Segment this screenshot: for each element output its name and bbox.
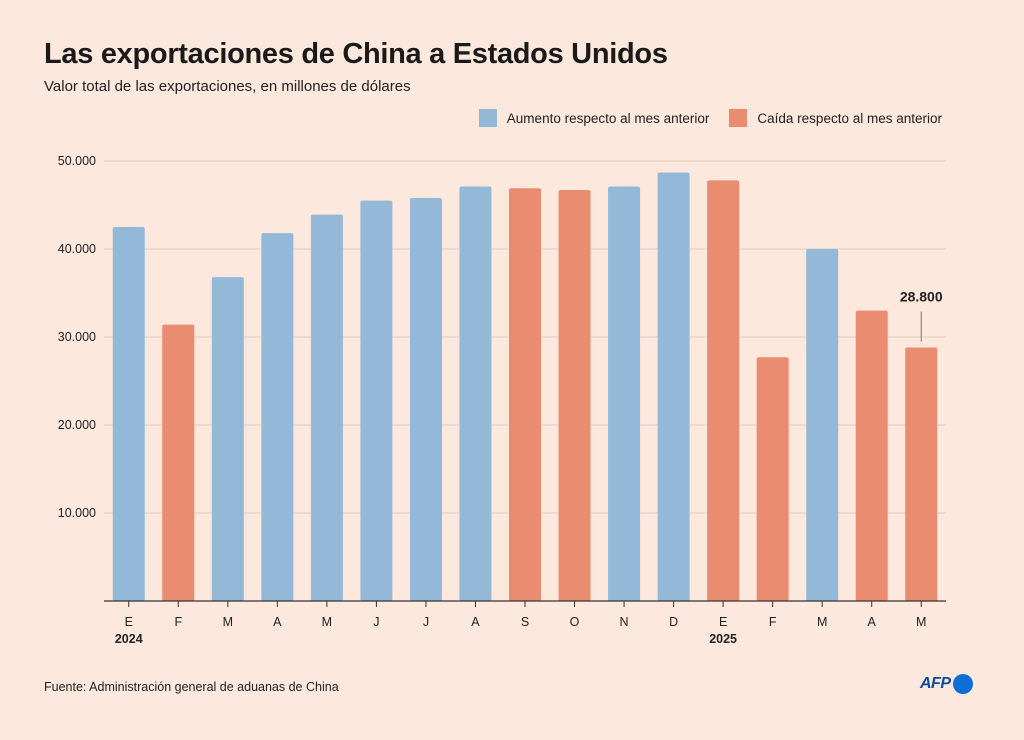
x-tick-label: M bbox=[916, 615, 926, 629]
logo-text: AFP bbox=[920, 675, 951, 692]
x-tick-label: J bbox=[373, 615, 379, 629]
chart-subtitle: Valor total de las exportaciones, en mil… bbox=[44, 78, 411, 95]
x-tick-label: A bbox=[273, 615, 282, 629]
bar bbox=[459, 186, 492, 601]
y-tick-label: 50.000 bbox=[58, 154, 96, 168]
x-tick-label: M bbox=[817, 615, 827, 629]
legend-label-up: Aumento respecto al mes anterior bbox=[506, 110, 710, 126]
legend-item-up: Aumento respecto al mes anterior bbox=[478, 109, 710, 127]
bar bbox=[558, 190, 591, 602]
x-tick-label: S bbox=[521, 615, 529, 629]
legend-label-down: Caída respecto al mes anterior bbox=[757, 110, 942, 126]
legend: Aumento respecto al mes anterior Caída r… bbox=[478, 109, 942, 127]
x-tick-label: F bbox=[769, 615, 777, 629]
bar bbox=[608, 186, 641, 601]
legend-swatch-up bbox=[478, 109, 497, 127]
bar bbox=[409, 197, 442, 601]
x-tick-label: E bbox=[719, 615, 727, 629]
y-tick-label: 40.000 bbox=[58, 242, 96, 256]
bar bbox=[360, 200, 393, 601]
bar bbox=[211, 277, 244, 601]
bar bbox=[162, 324, 195, 601]
year-label: 2024 bbox=[115, 632, 143, 646]
x-tick-label: M bbox=[223, 615, 233, 629]
x-tick-label: M bbox=[322, 615, 332, 629]
legend-item-down: Caída respecto al mes anterior bbox=[729, 109, 942, 127]
bar bbox=[855, 310, 888, 601]
chart-title: Las exportaciones de China a Estados Uni… bbox=[44, 38, 668, 70]
bar bbox=[310, 214, 343, 601]
bar bbox=[112, 227, 145, 601]
y-tick-label: 10.000 bbox=[58, 506, 96, 520]
annotation-label: 28.800 bbox=[900, 289, 943, 305]
x-tick-label: N bbox=[620, 615, 629, 629]
legend-swatch-down bbox=[729, 109, 748, 127]
x-tick-label: J bbox=[423, 615, 429, 629]
afp-logo: AFP bbox=[920, 674, 973, 694]
bar bbox=[905, 347, 938, 601]
x-tick-label: A bbox=[868, 615, 877, 629]
x-tick-label: F bbox=[174, 615, 182, 629]
x-tick-label: E bbox=[125, 615, 133, 629]
x-tick-label: A bbox=[471, 615, 480, 629]
x-tick-label: D bbox=[669, 615, 678, 629]
bar bbox=[756, 357, 789, 601]
bar bbox=[806, 249, 839, 601]
bar bbox=[509, 188, 541, 601]
x-tick-label: O bbox=[570, 615, 580, 629]
y-tick-label: 20.000 bbox=[58, 418, 96, 432]
year-label: 2025 bbox=[709, 632, 737, 646]
logo-dot-icon bbox=[952, 674, 973, 694]
source-note: Fuente: Administración general de aduana… bbox=[44, 680, 339, 694]
y-tick-label: 30.000 bbox=[58, 330, 96, 344]
bar bbox=[657, 172, 690, 601]
bar bbox=[707, 180, 740, 602]
bar bbox=[261, 233, 294, 601]
